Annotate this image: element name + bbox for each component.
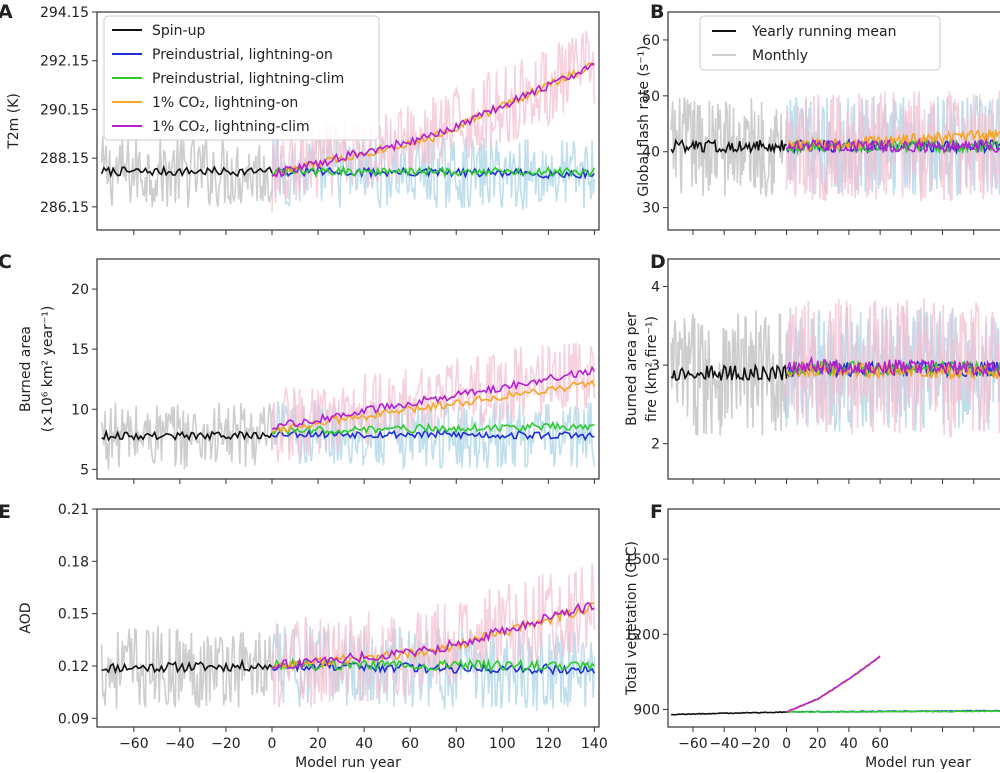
y-axis-label: Total vegetation (GtC) (624, 541, 640, 696)
x-tick-label: 140 (581, 736, 608, 752)
co2-monthly-series (272, 564, 594, 708)
x-tick-label: −60 (678, 736, 708, 752)
y-tick-label: 0.15 (58, 607, 89, 623)
x-tick-label: 40 (840, 736, 858, 752)
y-tick-label: 294.15 (40, 5, 89, 21)
x-tick-label: 40 (355, 736, 373, 752)
y-tick-label: 288.15 (40, 151, 89, 167)
y-axis-label-line2: (×10⁶ km² year⁻¹) (40, 306, 56, 433)
legend-entry: 1% CO₂, lightning-on (152, 95, 298, 111)
x-tick-label: −40 (165, 736, 195, 752)
y-tick-label: 292.15 (40, 54, 89, 70)
y-axis-label: Burned area (18, 326, 34, 412)
panel-letter-a: A (0, 1, 13, 23)
y-axis-label-line2: fire (km² fire⁻¹) (644, 316, 660, 422)
x-tick-label: −40 (709, 736, 739, 752)
y-axis-label: Burned area per (624, 312, 640, 426)
legend-entry: Preindustrial, lightning-on (152, 47, 333, 63)
x-tick-label: 0 (268, 736, 277, 752)
panel-a: 286.15 288.15 290.15 292.15 294.15 T2m (K) A Sp… (0, 1, 599, 235)
panel-c: 5 10 15 20 Burned area (×10⁶ km² year⁻¹) C (0, 251, 599, 484)
plot-area (671, 299, 1000, 437)
x-tick-label: 0 (782, 736, 791, 752)
x-tick-label: −60 (119, 736, 149, 752)
series-pre-clim (787, 711, 1000, 713)
panel-letter-e: E (0, 501, 11, 523)
plot-area (671, 656, 1000, 715)
x-tick-label: 120 (535, 736, 562, 752)
panel-letter-b: B (650, 1, 664, 23)
y-tick-label: 15 (71, 342, 89, 358)
plot-area (102, 564, 595, 711)
x-tick-label: −20 (211, 736, 241, 752)
y-axis-label: Global flash rate (s⁻¹) (636, 45, 652, 196)
axes-frame (668, 509, 1000, 727)
y-tick-label: 10 (71, 402, 89, 418)
x-tick-label: 100 (489, 736, 516, 752)
plot-area (671, 91, 1000, 201)
legend-entry: Preindustrial, lightning-clim (152, 71, 344, 87)
y-tick-label: 5 (80, 462, 89, 478)
legend-entry: 1% CO₂, lightning-clim (152, 119, 310, 135)
plot-area (102, 343, 595, 470)
y-tick-label: 290.15 (40, 102, 89, 118)
y-tick-label: 0.12 (58, 659, 89, 675)
x-tick-label: 80 (447, 736, 465, 752)
x-tick-label: 60 (401, 736, 419, 752)
panel-letter-c: C (0, 251, 12, 273)
panel-letter-f: F (650, 501, 663, 523)
y-tick-label: 0.18 (58, 554, 89, 570)
panel-e: 0.09 0.12 0.15 0.18 0.21 −60 −40 −20 0 20 40 60 80 10… (0, 501, 608, 769)
y-tick-label: 20 (71, 282, 89, 298)
x-tick-label: 20 (309, 736, 327, 752)
legend-entry: Monthly (752, 48, 808, 64)
legend: Spin-up Preindustrial, lightning-on Preind… (104, 16, 379, 140)
y-tick-label: 900 (633, 702, 660, 718)
panel-letter-d: D (650, 251, 666, 273)
y-axis-label: T2m (K) (6, 93, 22, 150)
legend: Yearly running mean Monthly (700, 16, 940, 70)
spinup-series (671, 712, 786, 715)
legend-entry: Yearly running mean (751, 24, 896, 40)
x-axis-label: Model run year (865, 755, 971, 769)
legend-entry: Spin-up (152, 23, 205, 39)
x-axis-label: Model run year (295, 755, 401, 769)
y-tick-label: 2 (651, 437, 660, 453)
x-tick-label: 60 (871, 736, 889, 752)
y-tick-label: 0.09 (58, 711, 89, 727)
y-tick-label: 286.15 (40, 200, 89, 216)
y-axis-label: AOD (18, 602, 34, 633)
y-tick-label: 4 (651, 280, 660, 296)
series-co2-clim (787, 656, 881, 712)
y-tick-label: 0.21 (58, 502, 89, 518)
x-tick-label: −20 (741, 736, 771, 752)
y-tick-label: 30 (642, 201, 660, 217)
x-tick-label: 20 (809, 736, 827, 752)
